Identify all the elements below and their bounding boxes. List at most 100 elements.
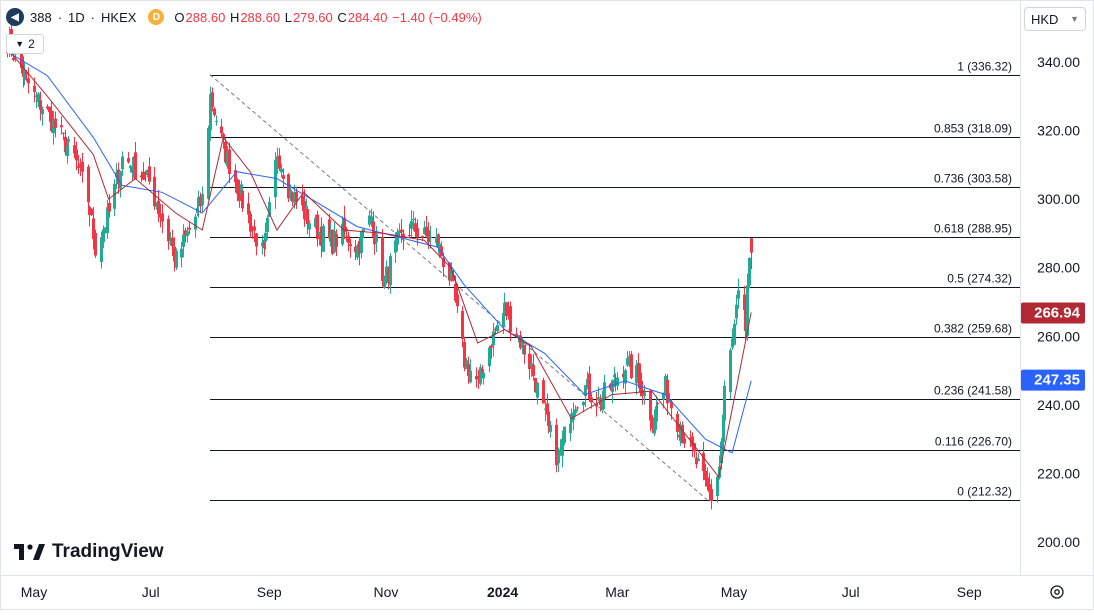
candle-body[interactable] bbox=[716, 476, 719, 497]
candle-body[interactable] bbox=[104, 227, 107, 234]
candle-body[interactable] bbox=[611, 380, 614, 393]
candle-body[interactable] bbox=[656, 402, 659, 405]
currency-select[interactable]: HKD ▼ bbox=[1024, 7, 1086, 31]
candle-body[interactable] bbox=[106, 207, 109, 234]
candle-body[interactable] bbox=[184, 230, 187, 236]
candle-body[interactable] bbox=[35, 95, 38, 98]
candle-body[interactable] bbox=[39, 100, 42, 110]
candle-body[interactable] bbox=[209, 94, 212, 131]
candle-body[interactable] bbox=[702, 452, 705, 472]
candle-body[interactable] bbox=[240, 184, 243, 195]
candle-body[interactable] bbox=[253, 226, 256, 231]
candle-body[interactable] bbox=[387, 270, 390, 282]
candle-body[interactable] bbox=[743, 294, 746, 310]
candle-body[interactable] bbox=[308, 223, 311, 230]
candle-body[interactable] bbox=[249, 213, 252, 232]
candle-body[interactable] bbox=[167, 218, 170, 242]
candle-body[interactable] bbox=[333, 231, 336, 253]
candle-body[interactable] bbox=[119, 171, 122, 189]
candle-body[interactable] bbox=[666, 379, 669, 404]
price-badge[interactable] bbox=[1021, 369, 1085, 391]
candle-body[interactable] bbox=[477, 377, 480, 379]
candle-body[interactable] bbox=[679, 431, 682, 441]
candle-body[interactable] bbox=[542, 380, 545, 404]
candle-body[interactable] bbox=[197, 197, 200, 207]
candle-body[interactable] bbox=[467, 364, 470, 376]
candle-body[interactable] bbox=[649, 391, 652, 421]
candle-body[interactable] bbox=[226, 150, 229, 167]
candle-body[interactable] bbox=[261, 242, 264, 247]
indicators-toggle[interactable]: ▼ 2 bbox=[6, 34, 44, 54]
candle-body[interactable] bbox=[278, 155, 281, 169]
candle-body[interactable] bbox=[609, 384, 612, 389]
candle-body[interactable] bbox=[115, 172, 118, 178]
candle-body[interactable] bbox=[683, 438, 686, 444]
candle-body[interactable] bbox=[117, 169, 120, 185]
candle-body[interactable] bbox=[394, 240, 397, 253]
candle-body[interactable] bbox=[630, 354, 633, 378]
candle-body[interactable] bbox=[188, 227, 191, 230]
candle-body[interactable] bbox=[362, 229, 365, 232]
candle-body[interactable] bbox=[389, 256, 392, 286]
candle-body[interactable] bbox=[220, 126, 223, 134]
candle-body[interactable] bbox=[102, 229, 105, 243]
candle-body[interactable] bbox=[314, 218, 317, 228]
candle-body[interactable] bbox=[469, 370, 472, 383]
candle-body[interactable] bbox=[400, 229, 403, 233]
candle-body[interactable] bbox=[276, 156, 279, 163]
candle-body[interactable] bbox=[263, 239, 266, 249]
candle-body[interactable] bbox=[651, 417, 654, 429]
candle-body[interactable] bbox=[706, 477, 709, 487]
moving-average-slow-line[interactable] bbox=[6, 51, 752, 454]
candle-body[interactable] bbox=[440, 246, 443, 257]
candle-body[interactable] bbox=[435, 237, 438, 243]
candle-body[interactable] bbox=[475, 376, 478, 380]
candle-body[interactable] bbox=[427, 230, 430, 243]
candle-body[interactable] bbox=[264, 232, 267, 242]
candle-body[interactable] bbox=[442, 257, 445, 268]
candle-body[interactable] bbox=[481, 369, 484, 372]
candle-body[interactable] bbox=[695, 457, 698, 465]
candle-body[interactable] bbox=[22, 62, 25, 77]
candle-body[interactable] bbox=[142, 171, 145, 180]
candle-body[interactable] bbox=[140, 175, 143, 178]
candle-body[interactable] bbox=[322, 225, 325, 252]
candle-body[interactable] bbox=[358, 240, 361, 254]
candle-body[interactable] bbox=[681, 424, 684, 444]
candle-body[interactable] bbox=[590, 397, 593, 403]
candle-body[interactable] bbox=[94, 232, 97, 256]
candle-body[interactable] bbox=[668, 400, 671, 402]
candle-body[interactable] bbox=[710, 488, 713, 502]
candle-body[interactable] bbox=[454, 283, 457, 301]
candle-body[interactable] bbox=[586, 378, 589, 389]
candle-body[interactable] bbox=[655, 406, 658, 422]
candle-body[interactable] bbox=[79, 163, 82, 166]
candle-body[interactable] bbox=[146, 169, 149, 176]
candle-body[interactable] bbox=[737, 290, 740, 299]
candle-body[interactable] bbox=[505, 302, 508, 317]
candle-body[interactable] bbox=[544, 408, 547, 410]
candle-body[interactable] bbox=[494, 328, 497, 331]
candle-body[interactable] bbox=[175, 251, 178, 268]
candle-body[interactable] bbox=[597, 397, 600, 401]
candle-body[interactable] bbox=[161, 213, 164, 222]
candle-body[interactable] bbox=[88, 206, 91, 216]
candle-body[interactable] bbox=[255, 233, 258, 247]
candle-body[interactable] bbox=[343, 217, 346, 232]
candle-body[interactable] bbox=[465, 360, 468, 370]
candle-body[interactable] bbox=[213, 108, 216, 116]
candle-body[interactable] bbox=[488, 347, 491, 367]
candle-body[interactable] bbox=[733, 323, 736, 345]
candle-body[interactable] bbox=[507, 309, 510, 311]
candle-body[interactable] bbox=[517, 335, 520, 337]
candle-body[interactable] bbox=[341, 223, 344, 245]
candle-body[interactable] bbox=[155, 205, 158, 207]
candle-body[interactable] bbox=[368, 215, 371, 225]
candle-body[interactable] bbox=[50, 110, 53, 131]
candle-body[interactable] bbox=[287, 174, 290, 199]
candle-body[interactable] bbox=[722, 414, 725, 443]
candle-body[interactable] bbox=[372, 221, 375, 237]
candle-body[interactable] bbox=[293, 192, 296, 203]
candle-body[interactable] bbox=[421, 235, 424, 238]
